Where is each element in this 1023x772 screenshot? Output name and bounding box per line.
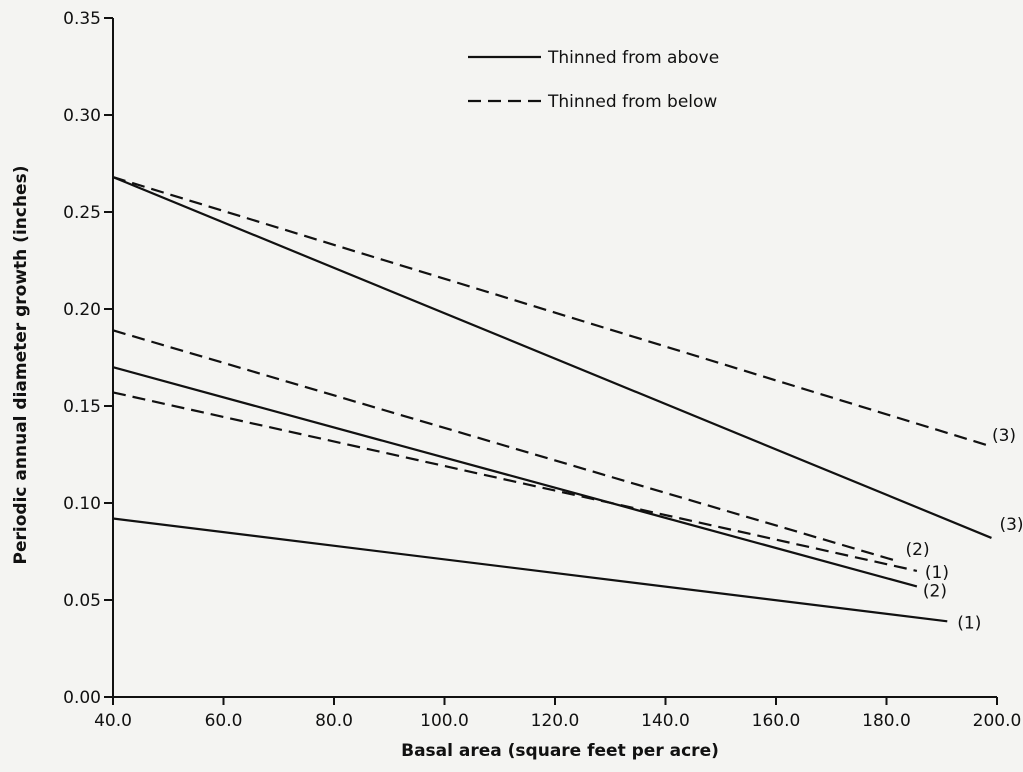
x-tick-label: 160.0 bbox=[752, 711, 801, 731]
legend-label: Thinned from below bbox=[547, 92, 717, 112]
below-series-line bbox=[112, 176, 987, 446]
x-tick-label: 100.0 bbox=[420, 711, 469, 731]
series-layer: (1)(2)(3)(1)(2)(3) bbox=[112, 176, 1023, 633]
above-series-line bbox=[112, 366, 918, 588]
series-end-label: (2) bbox=[923, 581, 947, 601]
above-series-line bbox=[112, 176, 992, 539]
above-series-line bbox=[112, 517, 948, 623]
y-tick-label: 0.05 bbox=[63, 591, 101, 611]
x-axis-ticks: 40.0 60.0 80.0 100.0 120.0 140.0 160.0 180.0 200… bbox=[94, 697, 1021, 731]
y-tick-label: 0.25 bbox=[63, 203, 101, 223]
series-end-label: (3) bbox=[999, 515, 1023, 535]
y-axis-label: Periodic annual diameter growth (inches) bbox=[11, 166, 31, 565]
series-end-label: (2) bbox=[906, 540, 930, 560]
y-tick-label: 0.30 bbox=[63, 106, 101, 126]
x-tick-label: 180.0 bbox=[862, 711, 911, 731]
y-axis-ticks: 0.00 0.05 0.10 0.15 0.20 0.25 0.30 0.35 bbox=[63, 9, 113, 708]
x-tick-label: 80.0 bbox=[315, 711, 353, 731]
y-tick-label: 0.00 bbox=[63, 688, 101, 708]
x-tick-label: 40.0 bbox=[94, 711, 132, 731]
y-tick-label: 0.35 bbox=[63, 9, 101, 29]
legend: Thinned from above Thinned from below bbox=[468, 48, 719, 112]
series-end-label: (1) bbox=[925, 563, 949, 583]
below-series-line bbox=[112, 391, 918, 572]
series-end-label: (3) bbox=[992, 426, 1016, 446]
legend-label: Thinned from above bbox=[547, 48, 719, 68]
y-tick-label: 0.20 bbox=[63, 300, 101, 320]
x-tick-label: 120.0 bbox=[531, 711, 580, 731]
y-tick-label: 0.10 bbox=[63, 494, 101, 514]
x-tick-label: 200.0 bbox=[973, 711, 1022, 731]
x-tick-label: 140.0 bbox=[641, 711, 690, 731]
x-tick-label: 60.0 bbox=[205, 711, 243, 731]
series-end-label: (1) bbox=[957, 613, 981, 633]
below-series-line bbox=[112, 329, 898, 563]
y-tick-label: 0.15 bbox=[63, 397, 101, 417]
x-axis-label: Basal area (square feet per acre) bbox=[401, 741, 719, 761]
